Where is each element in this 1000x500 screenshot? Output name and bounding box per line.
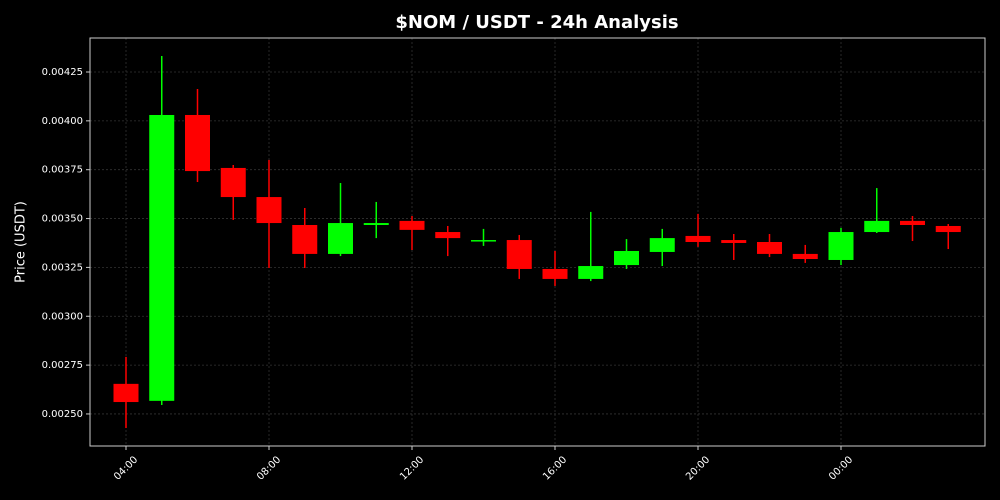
candle-body	[399, 220, 425, 230]
y-axis-label: Price (USDT)	[14, 201, 29, 283]
candle-body	[292, 225, 318, 254]
candle-body	[685, 235, 711, 242]
candle-body	[900, 220, 925, 225]
y-tick-label: 0.00400	[42, 116, 83, 127]
candle-body	[614, 250, 639, 266]
candle-body	[649, 238, 675, 252]
candle-body	[113, 383, 139, 403]
y-tick-label: 0.00275	[42, 360, 83, 371]
candle-body	[149, 114, 175, 401]
y-tick-label: 0.00250	[42, 409, 83, 420]
y-tick-label: 0.00375	[42, 165, 83, 176]
y-tick-label: 0.00300	[42, 311, 83, 322]
candle-body	[864, 220, 890, 233]
candle-body	[328, 223, 353, 254]
candle-body	[435, 232, 461, 239]
candle-body	[363, 223, 389, 225]
candle-body	[256, 197, 282, 224]
candle-body	[471, 240, 496, 242]
y-tick-label: 0.00425	[42, 67, 83, 78]
y-tick-label: 0.00350	[42, 214, 83, 225]
candle-body	[721, 240, 747, 243]
y-tick-label: 0.00325	[42, 262, 83, 273]
candle-body	[185, 114, 210, 172]
candle-body	[578, 266, 604, 279]
candle-body	[935, 225, 961, 233]
candle-body	[220, 167, 246, 198]
candle-body	[792, 253, 818, 259]
plot-frame	[89, 37, 986, 447]
candle-body	[828, 232, 854, 260]
candle-body	[542, 268, 568, 279]
candles	[113, 55, 961, 429]
candle-body	[757, 242, 782, 254]
candle-body	[506, 240, 532, 269]
chart-title: $NOM / USDT - 24h Analysis	[395, 12, 678, 33]
